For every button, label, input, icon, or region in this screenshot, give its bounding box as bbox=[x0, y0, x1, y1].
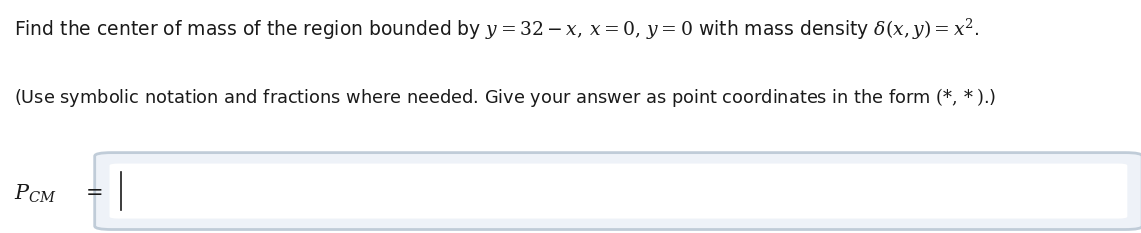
FancyBboxPatch shape bbox=[95, 153, 1141, 230]
Text: Find the center of mass of the region bounded by $y = 32 - x,\, x = 0,\, y = 0$ : Find the center of mass of the region bo… bbox=[14, 16, 979, 41]
Text: $P_{CM}$: $P_{CM}$ bbox=[14, 182, 57, 205]
Text: (Use symbolic notation and fractions where needed. Give your answer as point coo: (Use symbolic notation and fractions whe… bbox=[14, 86, 996, 109]
FancyBboxPatch shape bbox=[110, 164, 1127, 219]
Text: =: = bbox=[86, 183, 103, 203]
